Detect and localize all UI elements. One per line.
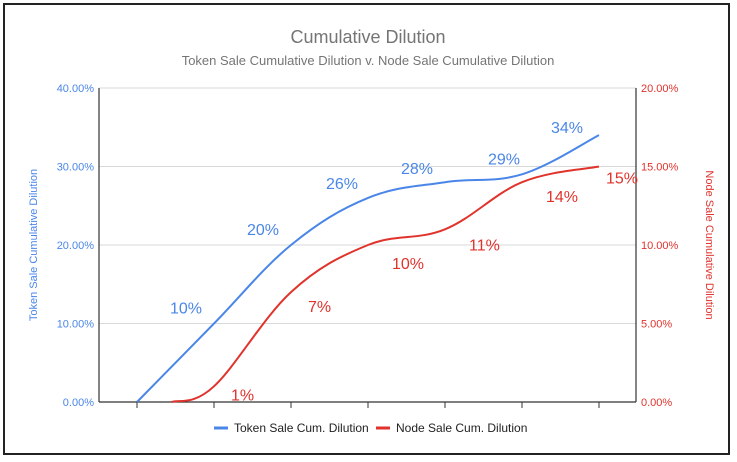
data-label: 14%: [546, 189, 578, 206]
chart-title: Cumulative Dilution: [290, 27, 445, 47]
left-tick-label: 30.00%: [57, 162, 95, 174]
left-axis-title: Token Sale Cumulative Dilution: [28, 169, 40, 321]
legend-label-token: Token Sale Cum. Dilution: [234, 421, 369, 435]
data-label: 1%: [231, 387, 254, 404]
right-tick-label: 5.00%: [641, 319, 672, 331]
legend: Token Sale Cum. Dilution Node Sale Cum. D…: [214, 421, 527, 435]
data-label: 10%: [392, 256, 424, 273]
right-tick-label: 15.00%: [641, 162, 679, 174]
data-labels: 10% 20% 26% 28% 29% 34% 1% 7% 10% 11% 14% 15%: [170, 120, 638, 404]
node-sale-line: [171, 165, 600, 403]
data-label: 29%: [488, 151, 520, 168]
data-label: 20%: [247, 222, 279, 239]
data-label: 10%: [170, 301, 202, 318]
gridlines: [98, 87, 637, 403]
data-label: 7%: [308, 299, 331, 316]
right-axis-ticks: 0.00% 5.00% 10.00% 15.00% 20.00%: [641, 83, 679, 409]
left-tick-label: 0.00%: [63, 397, 94, 409]
right-tick-label: 10.00%: [641, 240, 679, 252]
x-axis-ticks: [136, 402, 600, 408]
chart-frame: [3, 3, 730, 455]
left-axis-ticks: 0.00% 10.00% 20.00% 30.00% 40.00%: [57, 83, 95, 409]
right-axis-title: Node Sale Cumulative Dilution: [703, 170, 715, 319]
token-sale-line: [136, 134, 600, 403]
left-tick-label: 10.00%: [57, 319, 95, 331]
data-label: 34%: [551, 120, 583, 137]
right-tick-label: 20.00%: [641, 83, 679, 95]
left-tick-label: 40.00%: [57, 83, 95, 95]
data-label: 26%: [326, 176, 358, 193]
data-label: 28%: [401, 161, 433, 178]
legend-label-node: Node Sale Cum. Dilution: [396, 421, 527, 435]
chart-subtitle: Token Sale Cumulative Dilution v. Node S…: [182, 53, 555, 68]
left-tick-label: 20.00%: [57, 240, 95, 252]
data-label: 11%: [469, 237, 500, 254]
series-lines: [136, 134, 600, 403]
right-tick-label: 0.00%: [641, 397, 672, 409]
data-label: 15%: [606, 171, 638, 188]
